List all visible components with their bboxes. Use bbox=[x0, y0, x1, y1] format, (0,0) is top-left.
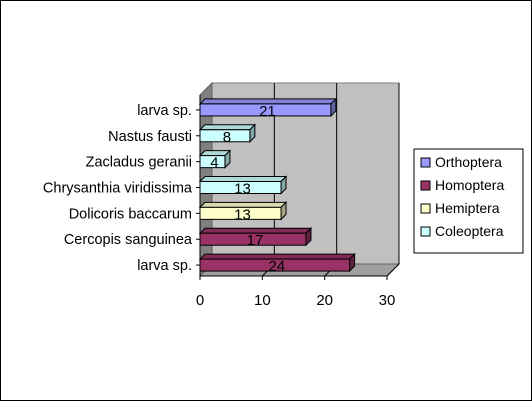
category-label: Zacladus geranii bbox=[86, 155, 192, 171]
data-label: 13 bbox=[234, 206, 251, 223]
data-label: 8 bbox=[223, 129, 231, 146]
x-tick-label: 20 bbox=[316, 292, 333, 309]
x-tick-label: 0 bbox=[196, 292, 204, 309]
axes: 0 10 20 30 larva sp. Nastus fausti Zacladus ge… bbox=[43, 95, 395, 309]
legend-swatch bbox=[420, 226, 431, 237]
gridline-floor-3 bbox=[386, 263, 400, 277]
data-label: 4 bbox=[210, 155, 218, 172]
x-tick-label: 30 bbox=[379, 292, 396, 309]
data-label: 13 bbox=[234, 181, 251, 198]
category-label: Dolicoris baccarum bbox=[69, 206, 192, 222]
data-label: 24 bbox=[268, 258, 285, 275]
legend-entry: Coleoptera bbox=[435, 223, 504, 239]
category-label: Nastus fausti bbox=[108, 129, 192, 145]
legend-swatch bbox=[420, 157, 431, 168]
legend-entry: Hemiptera bbox=[435, 200, 500, 216]
legend-swatch bbox=[420, 180, 431, 191]
x-tick-label: 10 bbox=[254, 292, 271, 309]
legend-entry: Homoptera bbox=[435, 177, 504, 193]
category-label: Chrysanthia viridissima bbox=[43, 181, 193, 197]
category-label: larva sp. bbox=[137, 258, 192, 274]
category-label: larva sp. bbox=[137, 103, 192, 119]
data-label: 21 bbox=[259, 103, 276, 120]
category-label: Cercopis sanguinea bbox=[64, 232, 193, 248]
legend: Orthoptera Homoptera Hemiptera Coleoptera bbox=[413, 148, 524, 254]
legend-swatch bbox=[420, 203, 431, 214]
data-label: 17 bbox=[247, 232, 264, 249]
legend-entry: Orthoptera bbox=[435, 154, 502, 170]
legend-box bbox=[413, 148, 524, 254]
